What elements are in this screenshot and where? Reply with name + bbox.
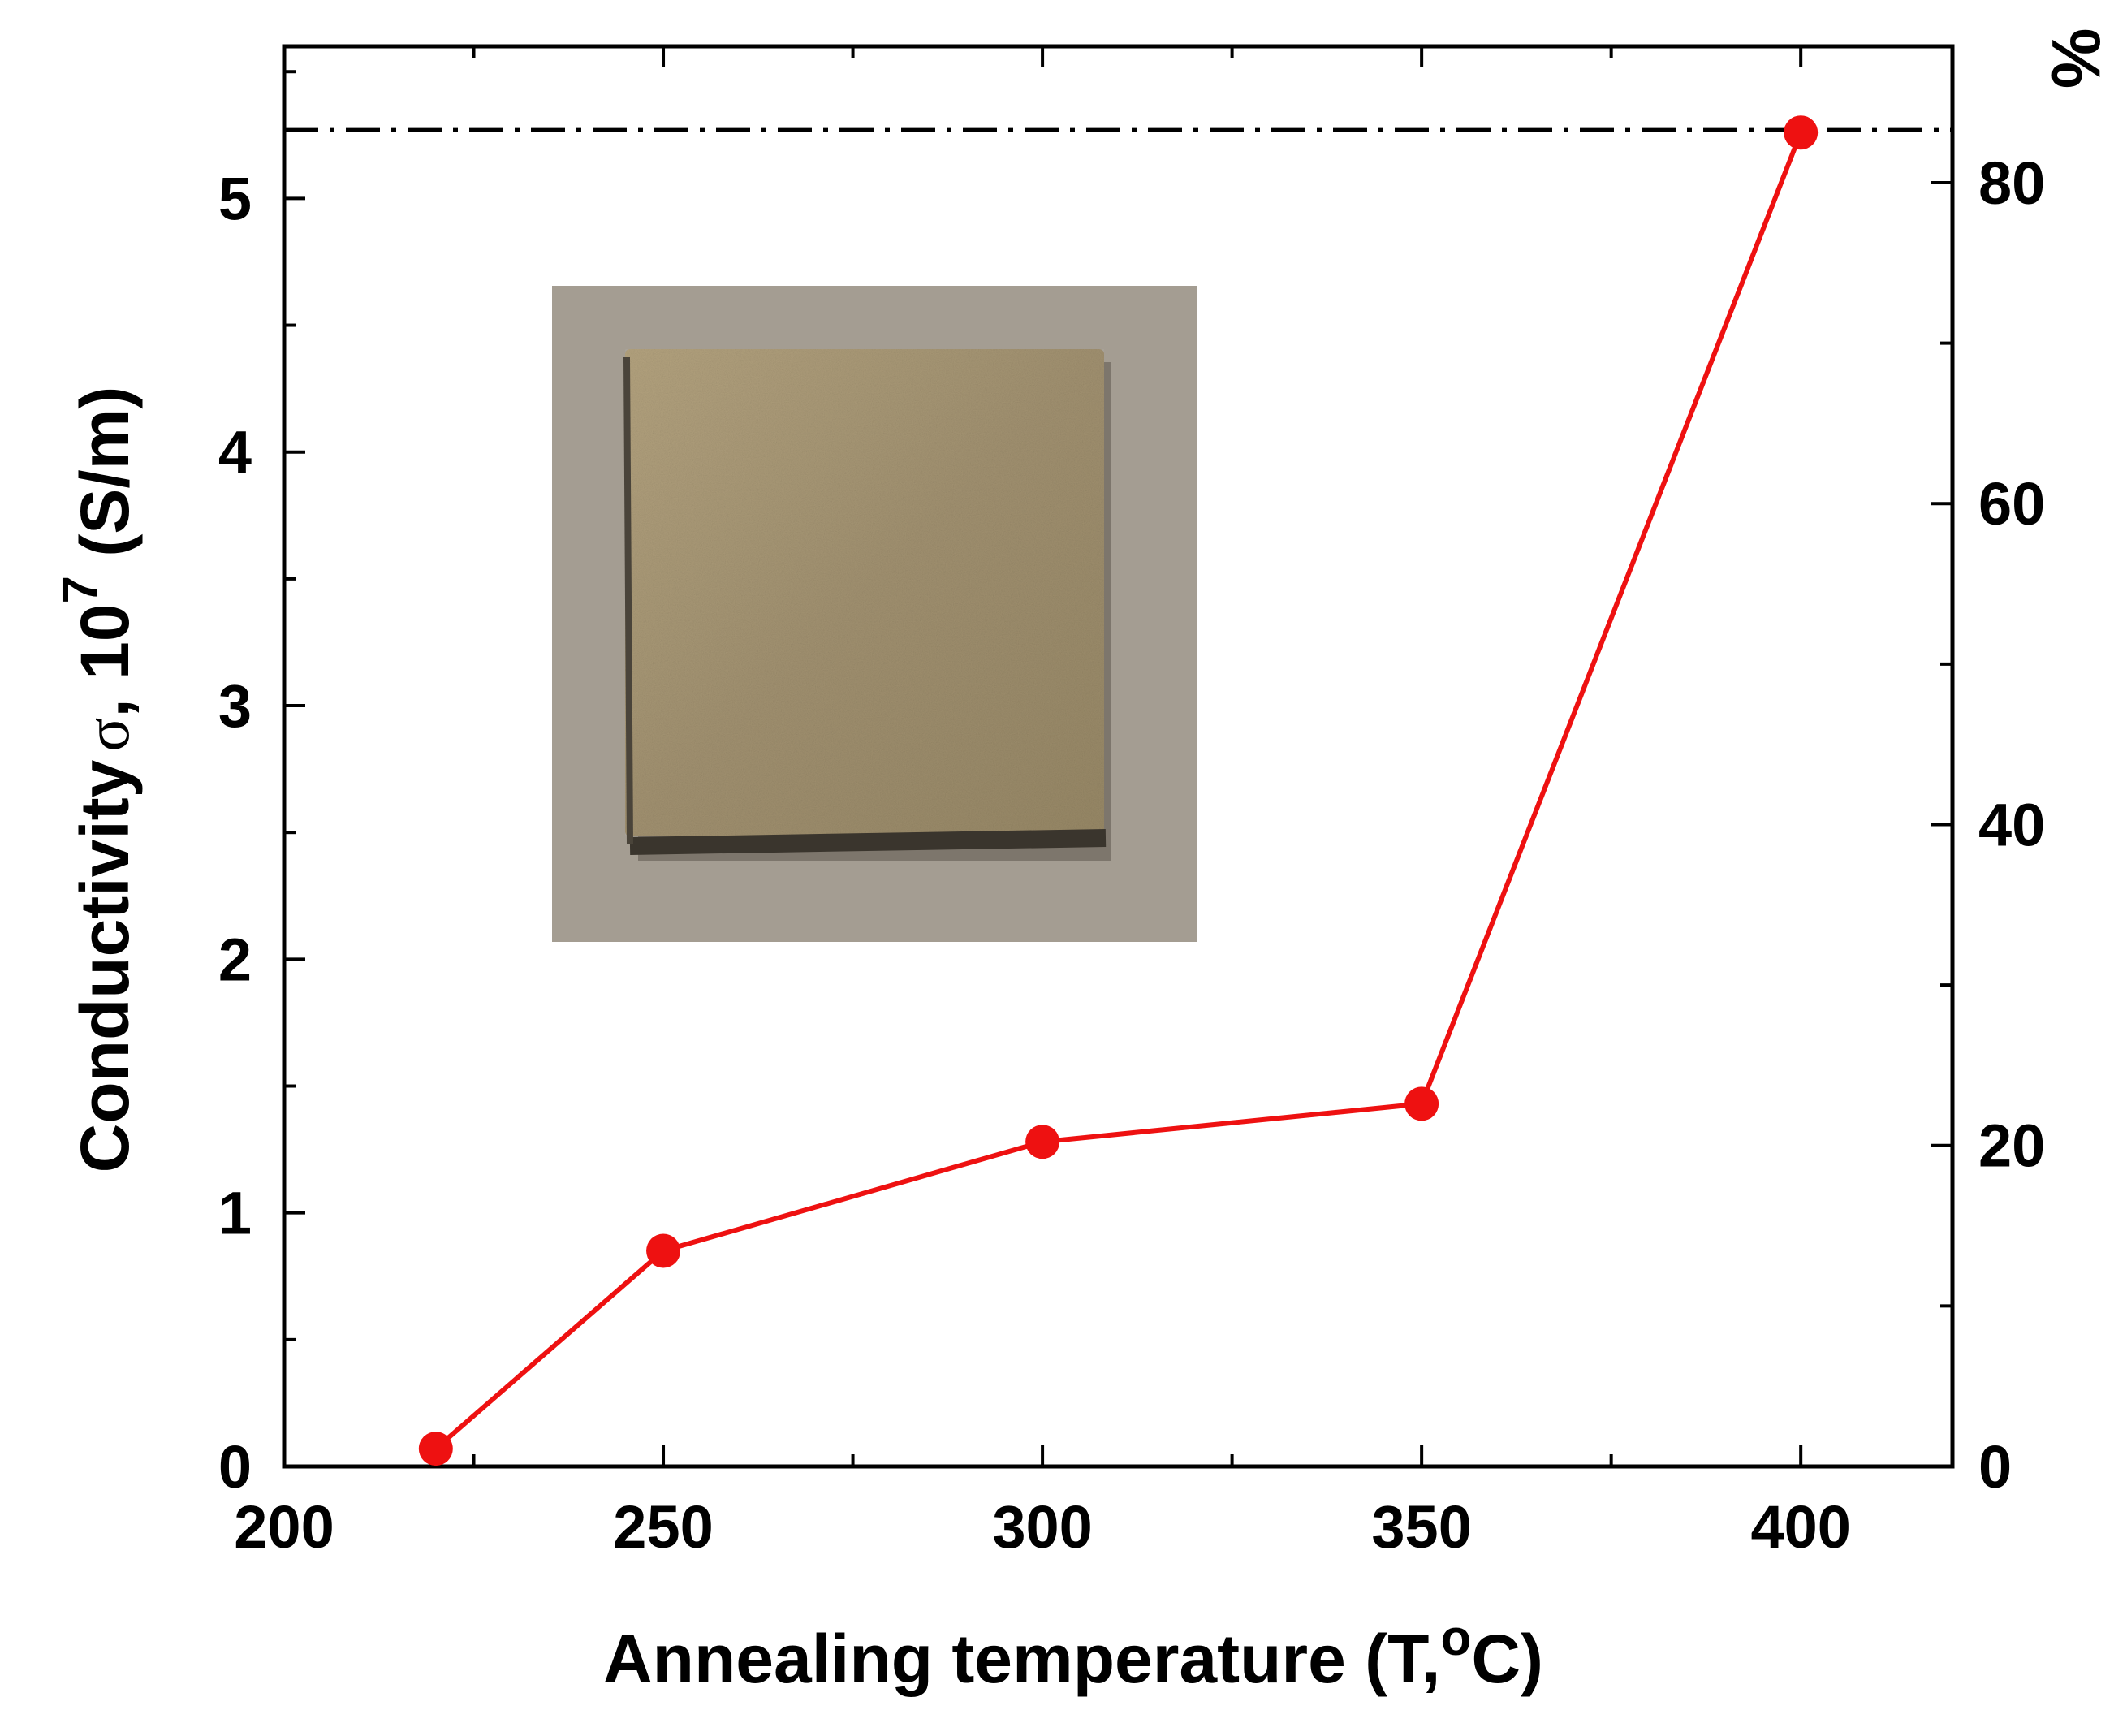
sample-edge-left [623,356,633,845]
y-tick-label: 2 [218,926,252,993]
y2-axis-title: % [2038,28,2114,89]
conductivity-data-points [418,115,1819,1466]
x-tick-label: 300 [992,1493,1092,1561]
y2-tick-label: 40 [1978,791,2045,858]
plot-frame [282,44,1955,1469]
y2-tick-label: 0 [1978,1433,2012,1501]
y-tick-label: 3 [218,672,252,740]
data-point [646,1233,681,1268]
sample-photo-inset [552,286,1197,942]
data-point [1784,115,1819,150]
data-point [1404,1086,1439,1121]
y-axis-tick-labels: 0 1 2 3 4 5 [218,165,252,1501]
y-axis-title: Conductivityσ, 107 (S/m) [53,386,143,1173]
y2-tick-label: 20 [1978,1112,2045,1180]
y2-tick-label: 60 [1978,470,2045,538]
data-point [1025,1125,1060,1159]
y-tick-label: 5 [218,165,252,232]
y2-tick-label: 80 [1978,149,2045,217]
y-tick-label: 0 [218,1433,252,1501]
plot-axes [282,44,1955,1469]
y-tick-label: 4 [218,419,252,486]
y-tick-label: 1 [218,1180,252,1247]
sample-square [625,349,1104,836]
x-axis-title: Annealing temperature (T,oC) [603,1610,1543,1697]
x-tick-label: 200 [234,1493,334,1561]
x-axis-tick-labels: 200 250 300 350 400 [234,1493,1851,1561]
x-tick-label: 400 [1750,1493,1850,1561]
y2-axis-tick-labels: 0 20 40 60 80 [1978,149,2045,1501]
sample-edge-bottom [629,829,1107,855]
x-tick-label: 350 [1371,1493,1471,1561]
x-tick-label: 250 [613,1493,713,1561]
data-point [418,1432,453,1466]
